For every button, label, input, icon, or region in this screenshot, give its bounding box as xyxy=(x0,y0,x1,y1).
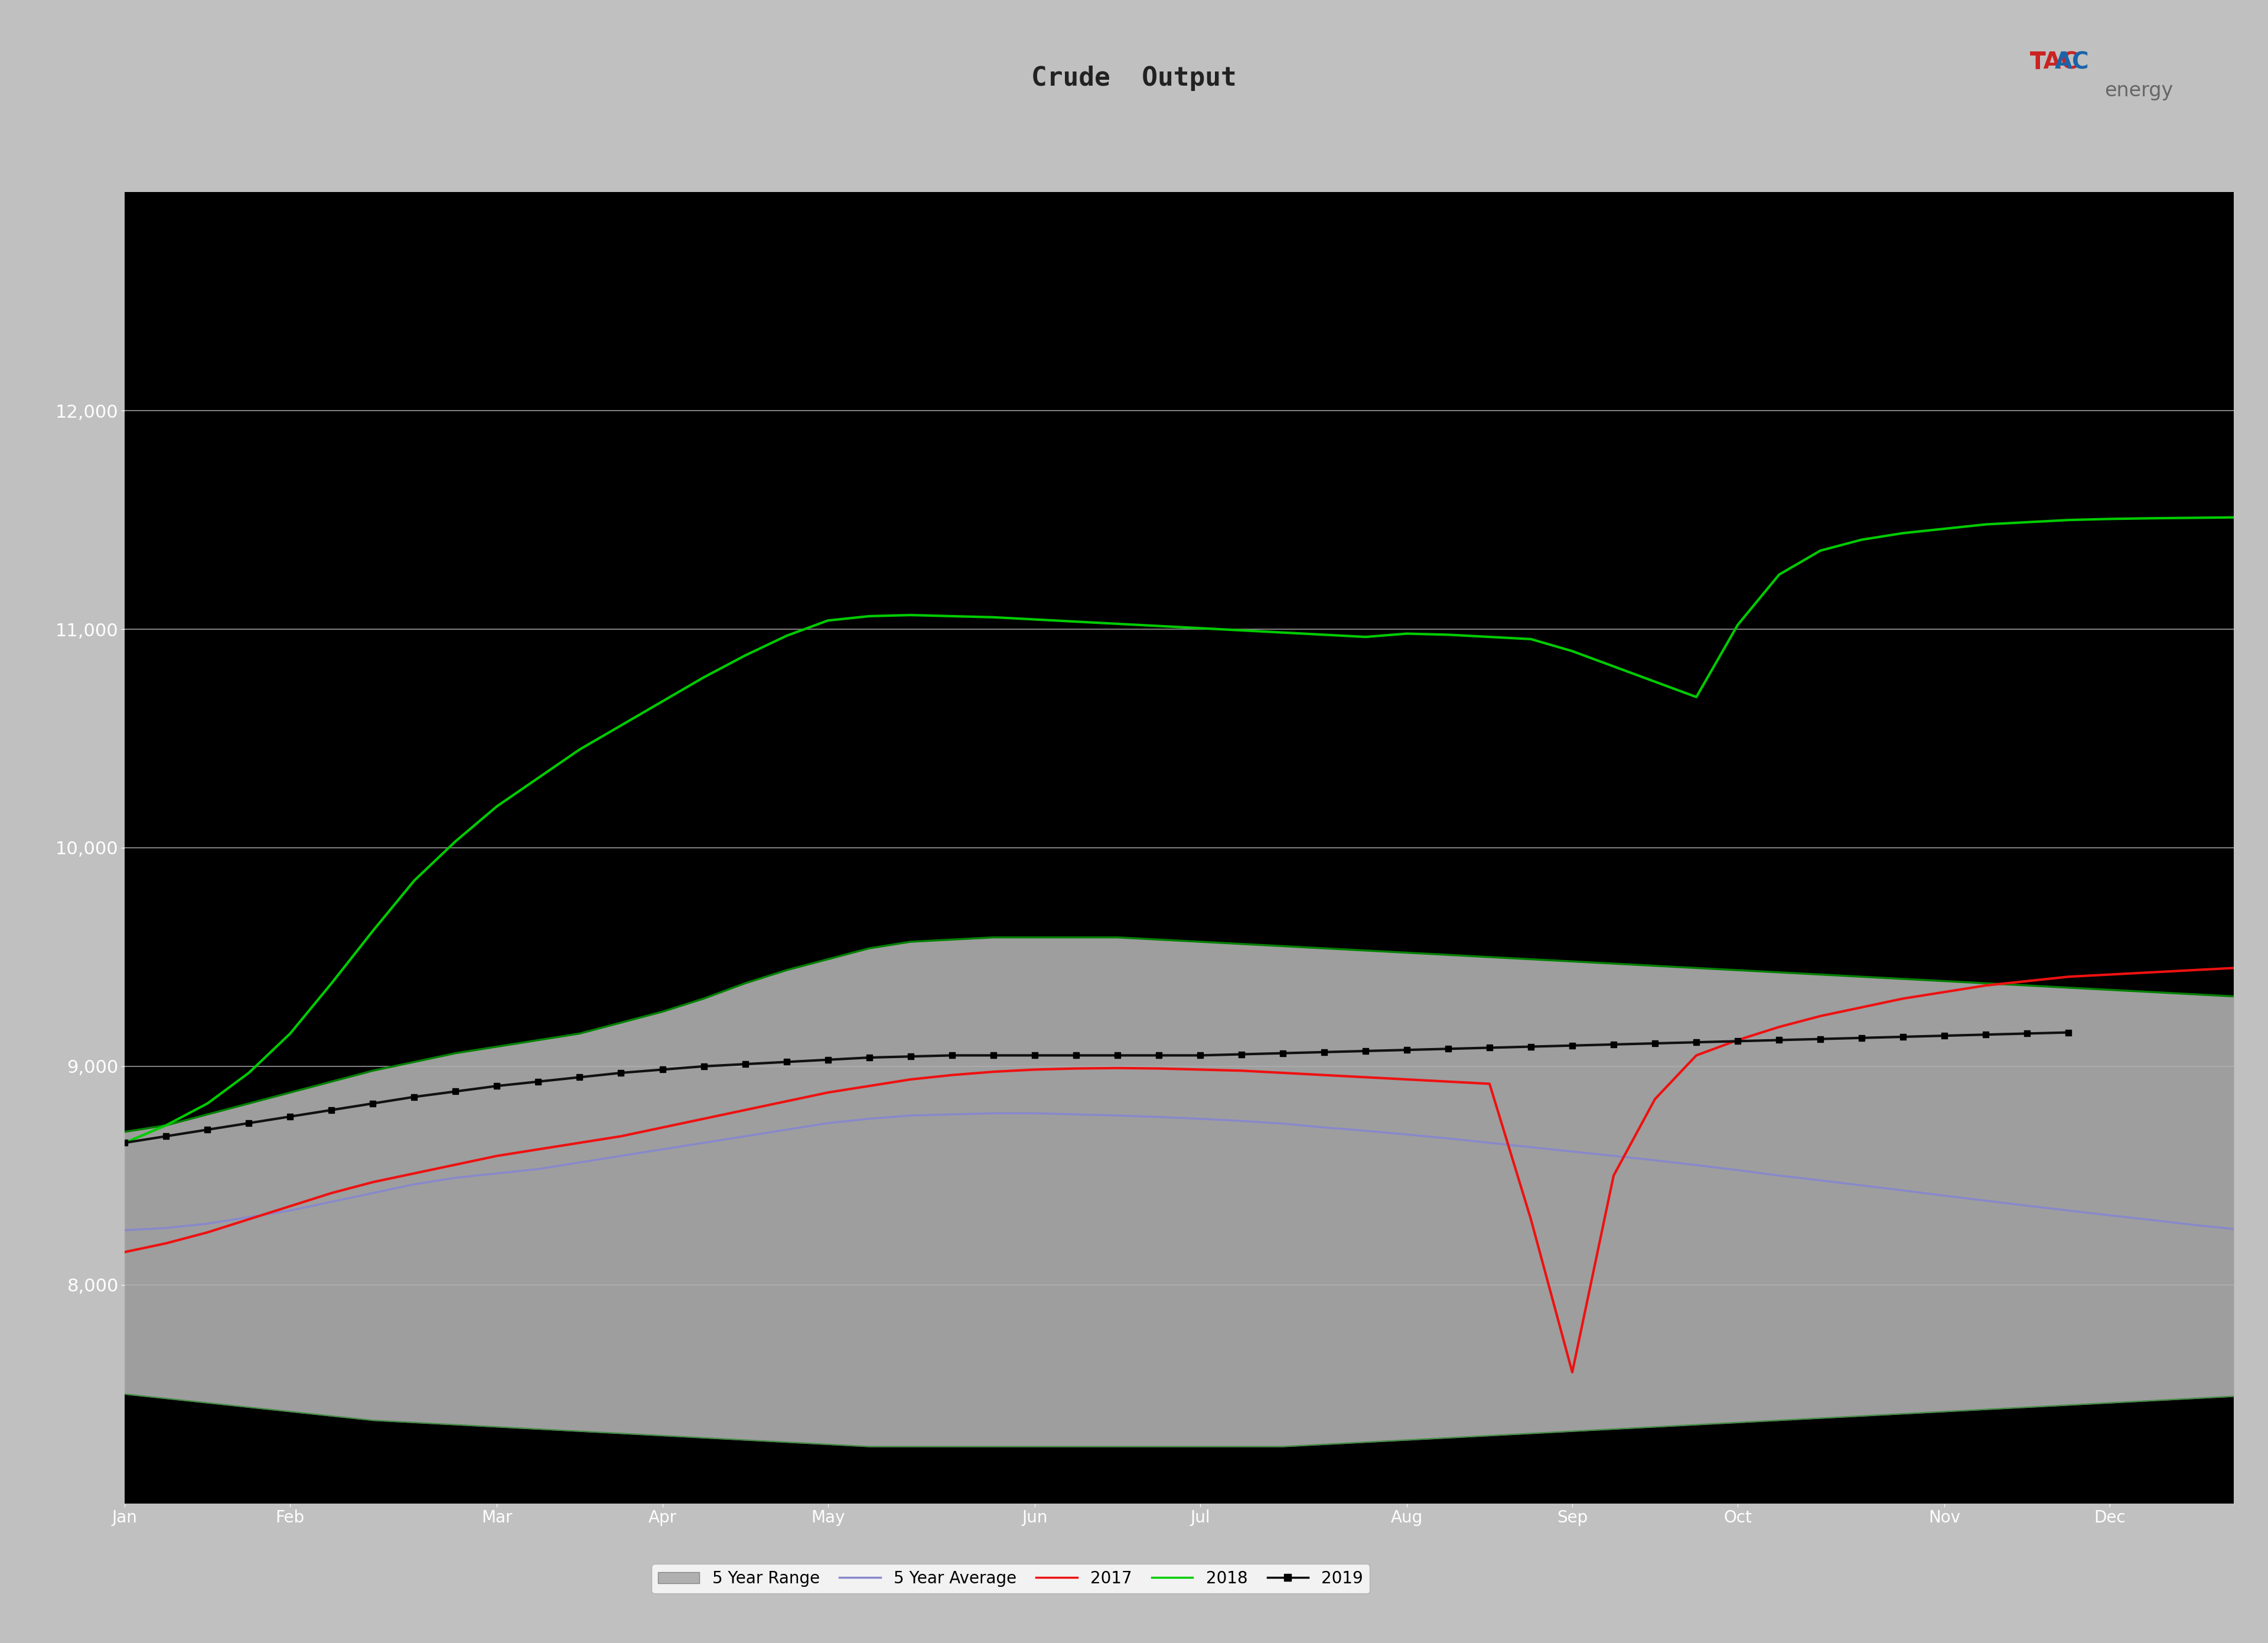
Text: AC: AC xyxy=(2055,51,2089,74)
Text: TAC: TAC xyxy=(2030,51,2077,74)
Legend: 5 Year Range, 5 Year Average, 2017, 2018, 2019: 5 Year Range, 5 Year Average, 2017, 2018… xyxy=(651,1564,1370,1594)
Text: T: T xyxy=(2030,51,2046,74)
Text: energy: energy xyxy=(2105,81,2173,100)
Text: Crude  Output: Crude Output xyxy=(1032,66,1236,90)
